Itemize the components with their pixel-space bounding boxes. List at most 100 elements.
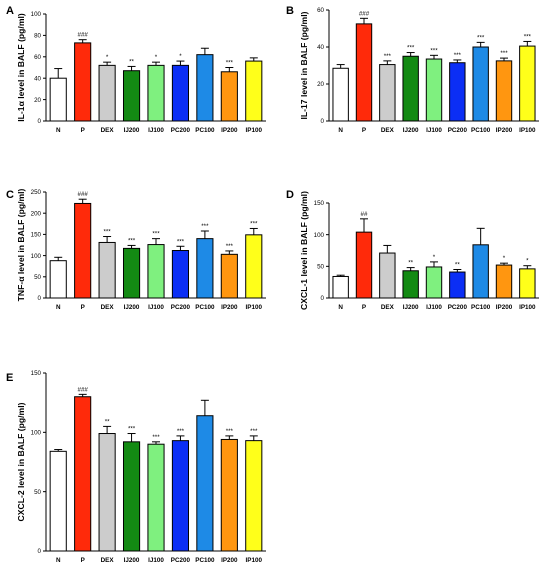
bar-ip100 xyxy=(245,60,263,122)
significance-label: *** xyxy=(384,53,392,60)
bar-n xyxy=(332,67,349,122)
bar-pc100 xyxy=(196,415,214,552)
chart-panel-e: E CXCL-2 level in BALF (pg/ml) 0 50 100 150 N #… xyxy=(6,370,266,564)
x-category-label: PC100 xyxy=(195,304,215,311)
bar-ij200 xyxy=(402,55,419,122)
significance-label: ** xyxy=(129,58,134,65)
y-tick-label: 150 xyxy=(31,232,42,239)
significance-label: *** xyxy=(524,33,532,40)
x-category-label: PC200 xyxy=(171,557,191,564)
x-category-label: IJ200 xyxy=(403,304,419,311)
x-category-label: PC200 xyxy=(171,304,191,311)
bar-ip100 xyxy=(245,234,263,299)
y-tick-label: 250 xyxy=(31,189,42,196)
significance-label: *** xyxy=(177,238,185,245)
y-tick-label: 20 xyxy=(34,97,41,104)
significance-label: ### xyxy=(78,32,89,39)
x-category-label: IJ200 xyxy=(124,557,140,564)
bar-n xyxy=(49,260,67,299)
y-tick-label: 100 xyxy=(31,430,42,437)
x-category-label: P xyxy=(81,127,85,134)
y-axis-title: TNF-α level in BALF (pg/ml) xyxy=(16,189,26,302)
x-category-label: PC100 xyxy=(471,127,491,134)
significance-label: *** xyxy=(201,223,209,230)
bar-ij100 xyxy=(147,443,165,552)
significance-label: *** xyxy=(454,52,462,59)
y-tick-label: 200 xyxy=(31,210,42,217)
bar-pc100 xyxy=(472,46,489,122)
x-category-label: N xyxy=(56,127,61,134)
y-tick-label: 0 xyxy=(38,295,42,302)
bar-ip200 xyxy=(495,264,513,299)
significance-label: * xyxy=(503,255,506,262)
y-tick-label: 40 xyxy=(317,44,324,51)
y-tick-label: 150 xyxy=(314,200,325,207)
significance-label: *** xyxy=(226,428,234,435)
bar-dex xyxy=(379,64,396,122)
bar-p xyxy=(355,23,373,122)
x-category-label: PC200 xyxy=(171,127,191,134)
bar-dex xyxy=(98,64,116,122)
x-category-label: DEX xyxy=(381,127,395,134)
bar-pc100 xyxy=(472,244,489,299)
x-category-label: IP200 xyxy=(496,127,513,134)
y-tick-label: 0 xyxy=(38,548,42,555)
significance-label: ** xyxy=(105,418,110,425)
y-tick-label: 150 xyxy=(31,370,42,377)
x-category-label: IP200 xyxy=(221,557,238,564)
bar-ip200 xyxy=(220,253,238,299)
y-tick-label: 50 xyxy=(34,274,41,281)
x-category-label: IJ100 xyxy=(148,127,164,134)
bar-ip200 xyxy=(495,60,513,122)
significance-label: *** xyxy=(250,220,258,227)
y-axis-title: IL-17 level in BALF (pg/ml) xyxy=(299,11,309,119)
significance-label: *** xyxy=(407,45,415,52)
x-category-label: IJ100 xyxy=(148,304,164,311)
y-tick-label: 0 xyxy=(321,118,325,125)
x-category-label: IJ100 xyxy=(426,304,442,311)
bar-n xyxy=(332,275,349,299)
bar-ip200 xyxy=(220,71,238,122)
significance-label: *** xyxy=(152,434,160,441)
bar-ip100 xyxy=(519,268,536,299)
x-category-label: IP200 xyxy=(221,127,238,134)
significance-label: * xyxy=(526,258,529,265)
x-category-label: IP100 xyxy=(246,557,263,564)
panel-letter: A xyxy=(6,5,14,17)
y-tick-label: 100 xyxy=(314,232,325,239)
x-category-label: IP100 xyxy=(519,304,536,311)
significance-label: ### xyxy=(78,386,89,393)
bar-pc200 xyxy=(171,250,190,299)
bar-p xyxy=(74,42,92,122)
significance-label: ## xyxy=(361,211,368,218)
bar-n xyxy=(49,77,67,122)
significance-label: *** xyxy=(177,428,185,435)
x-category-label: PC100 xyxy=(195,127,215,134)
x-category-label: IP200 xyxy=(496,304,513,311)
bar-pc200 xyxy=(449,62,466,122)
x-category-label: P xyxy=(81,304,85,311)
y-tick-label: 100 xyxy=(31,253,42,260)
significance-label: *** xyxy=(226,60,234,67)
y-tick-label: 60 xyxy=(34,54,41,61)
chart-panel-c: C TNF-α level in BALF (pg/ml) 0 50 100 150 200… xyxy=(6,189,266,311)
chart-panel-d: D CXCL-1 level in BALF (pg/ml) 0 50 100 150 N #… xyxy=(286,189,539,311)
y-tick-label: 20 xyxy=(317,81,324,88)
x-category-label: N xyxy=(56,304,61,311)
bar-ij100 xyxy=(147,64,165,122)
x-category-label: PC200 xyxy=(448,304,468,311)
bar-pc100 xyxy=(196,54,214,122)
chart-panel-b: B IL-17 level in BALF (pg/ml) 0 20 40 60 N ### P… xyxy=(286,5,539,134)
bar-ij100 xyxy=(147,244,165,299)
significance-label: ** xyxy=(408,260,413,267)
bar-ip100 xyxy=(519,45,536,122)
x-category-label: P xyxy=(362,127,366,134)
significance-label: *** xyxy=(500,50,508,57)
bar-ij200 xyxy=(122,70,141,122)
significance-label: *** xyxy=(103,229,111,236)
x-category-label: N xyxy=(338,127,343,134)
x-category-label: DEX xyxy=(101,557,115,564)
significance-label: ** xyxy=(455,262,460,269)
significance-label: *** xyxy=(128,426,136,433)
